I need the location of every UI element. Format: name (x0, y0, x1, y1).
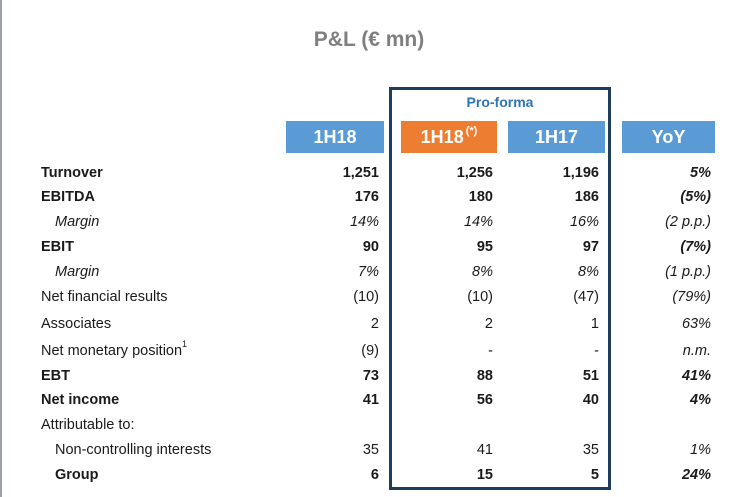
row-turnover: Turnover 1,251 1,256 1,196 5% (0, 165, 738, 187)
row-group: Group 6 15 5 24% (0, 467, 738, 489)
header-yoy-label: YoY (651, 127, 686, 147)
value-1h18: 90 (362, 239, 379, 255)
header-1h17-label: 1H17 (534, 127, 579, 147)
footnote-marker: 1 (182, 339, 188, 349)
value-yoy: 5% (690, 165, 711, 181)
value-yoy: 1% (690, 442, 711, 458)
value-1h18: 14% (349, 214, 379, 230)
value-1h17: - (594, 343, 599, 359)
value-yoy: 63% (681, 316, 711, 332)
row-label: Turnover (41, 165, 103, 181)
value-1h17: 186 (574, 189, 599, 205)
value-yoy: (5%) (680, 189, 711, 205)
proforma-label: Pro-forma (466, 94, 534, 110)
header-1h18-label: 1H18 (313, 127, 357, 147)
row-associates: Associates 2 2 1 63% (0, 316, 738, 338)
value-1h17: 51 (582, 368, 599, 384)
value-1h18: 2 (370, 316, 379, 332)
value-1h17: 5 (590, 467, 599, 483)
value-1h18: 176 (354, 189, 379, 205)
row-label: Non-controlling interests (55, 442, 212, 458)
header-note: (*) (465, 125, 478, 137)
value-yoy: (1 p.p.) (665, 264, 711, 280)
proforma-box (389, 87, 611, 490)
value-yoy: (7%) (680, 239, 711, 255)
value-1h18-proforma: (10) (467, 289, 493, 305)
value-yoy: 24% (681, 467, 711, 483)
value-1h17: 8% (578, 264, 599, 280)
row-ebit-margin: Margin 7% 8% 8% (1 p.p.) (0, 264, 738, 286)
row-ebitda-margin: Margin 14% 14% 16% (2 p.p.) (0, 214, 738, 236)
value-1h18-proforma: 95 (476, 239, 493, 255)
value-1h17: 35 (582, 442, 599, 458)
value-1h18: 41 (362, 392, 379, 408)
row-label: Margin (55, 214, 100, 230)
value-1h18-proforma: 41 (476, 442, 493, 458)
value-1h18-proforma: 2 (484, 316, 493, 332)
value-1h17: 40 (582, 392, 599, 408)
row-ebit: EBIT 90 95 97 (7%) (0, 239, 738, 261)
value-1h18: (9) (361, 343, 379, 359)
row-net-financial-results: Net financial results (10) (10) (47) (79… (0, 289, 738, 311)
value-1h18-proforma: 15 (476, 467, 493, 483)
value-1h18: 35 (362, 442, 379, 458)
row-ebt: EBT 73 88 51 41% (0, 368, 738, 390)
header-1h18-proforma: 1H18 (*) (401, 121, 497, 153)
row-label: Group (55, 467, 99, 483)
value-yoy: 4% (690, 392, 711, 408)
header-1h17: 1H17 (508, 121, 605, 153)
row-attributable-to: Attributable to: (0, 417, 738, 439)
row-label: EBIT (41, 239, 75, 255)
row-label: Attributable to: (41, 417, 135, 433)
row-label: Associates (41, 316, 112, 332)
value-1h18-proforma: 1,256 (456, 165, 493, 181)
value-1h18: 73 (362, 368, 379, 384)
row-non-controlling-interests: Non-controlling interests 35 41 35 1% (0, 442, 738, 464)
value-1h17: 1,196 (562, 165, 599, 181)
row-label: Net financial results (41, 289, 168, 305)
value-1h18-proforma: - (488, 343, 493, 359)
value-1h18-proforma: 8% (472, 264, 493, 280)
left-border (0, 0, 2, 497)
header-yoy: YoY (622, 121, 715, 153)
row-label: Net income (41, 392, 120, 408)
row-net-monetary-position: Net monetary position1 (9) - - n.m. (0, 339, 738, 365)
value-yoy: (79%) (672, 289, 711, 305)
value-1h18: 7% (358, 264, 379, 280)
value-1h18-proforma: 180 (468, 189, 493, 205)
value-1h17: 1 (590, 316, 599, 332)
row-label: EBT (41, 368, 70, 384)
row-label: EBITDA (41, 189, 95, 205)
page-title: P&L (€ mn) (313, 28, 425, 51)
row-net-income: Net income 41 56 40 4% (0, 392, 738, 414)
value-1h18-proforma: 56 (476, 392, 493, 408)
row-label: Margin (55, 264, 100, 280)
value-1h18: 6 (370, 467, 379, 483)
value-1h17: 16% (569, 214, 599, 230)
row-label: Net monetary position1 (41, 339, 187, 359)
value-1h18-proforma: 14% (463, 214, 493, 230)
value-1h17: 97 (582, 239, 599, 255)
value-yoy: n.m. (682, 343, 711, 359)
value-1h18-proforma: 88 (476, 368, 493, 384)
value-yoy: 41% (681, 368, 711, 384)
value-1h18: 1,251 (342, 165, 379, 181)
row-label-text: Net monetary position (41, 343, 183, 359)
value-1h17: (47) (573, 289, 599, 305)
header-1h18: 1H18 (286, 121, 384, 153)
header-1h18-proforma-label: 1H18 (420, 127, 464, 147)
value-1h18: (10) (353, 289, 379, 305)
row-ebitda: EBITDA 176 180 186 (5%) (0, 189, 738, 211)
value-yoy: (2 p.p.) (665, 214, 711, 230)
